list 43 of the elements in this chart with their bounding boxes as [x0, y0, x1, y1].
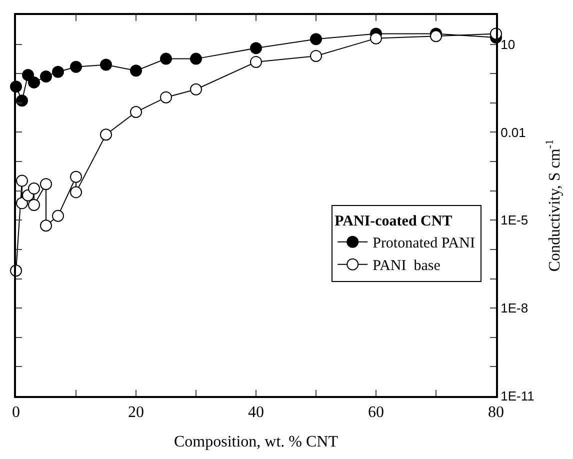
x-axis-title: Composition, wt. % CNT: [174, 433, 338, 450]
point: [310, 50, 322, 62]
point: [28, 198, 40, 211]
point: [130, 64, 142, 77]
point: [52, 210, 64, 222]
point: [100, 58, 112, 71]
point: [250, 56, 262, 68]
x-tick-label: 0: [12, 404, 20, 422]
y-tick-label: 1E-8: [500, 300, 528, 316]
point: [310, 33, 322, 46]
x-tick-label: 40: [248, 404, 264, 422]
y-tick-label: 1E-11: [500, 388, 534, 404]
point: [370, 32, 382, 44]
point: [100, 128, 112, 141]
legend-label: PANI base: [372, 258, 441, 274]
point: [70, 170, 82, 183]
point: [16, 197, 28, 210]
point: [250, 42, 262, 54]
point: [52, 66, 64, 78]
point: [16, 94, 28, 107]
x-tick-label: 60: [368, 404, 384, 422]
x-tick-label: 80: [488, 404, 504, 422]
legend-title: PANI-coated CNT: [334, 214, 452, 230]
point: [40, 70, 52, 82]
x-tick-label: 20: [128, 404, 144, 422]
y-tick-label: 10: [500, 36, 516, 52]
y-tick-label: 0.01: [500, 124, 526, 140]
point: [430, 30, 442, 42]
point: [160, 52, 172, 65]
point: [40, 220, 52, 232]
point: [190, 52, 202, 65]
legend-label: Protonated PANI: [372, 236, 475, 252]
point: [160, 91, 172, 104]
y-tick-label: 1E-5: [500, 212, 528, 228]
point: [16, 174, 28, 187]
point: [22, 68, 34, 81]
point: [40, 178, 52, 190]
point: [28, 76, 40, 88]
point: [70, 186, 82, 198]
point: [190, 83, 202, 96]
point: [130, 106, 142, 118]
point: [70, 60, 82, 73]
point: [28, 182, 40, 195]
